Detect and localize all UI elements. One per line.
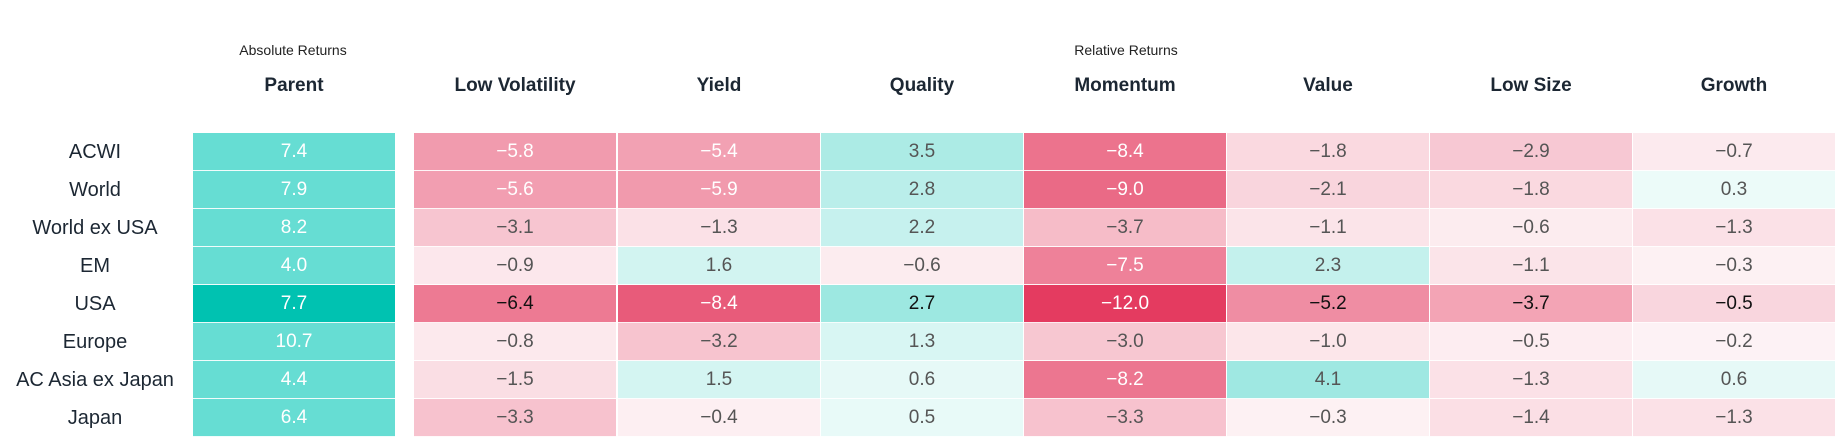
heatmap-cell: −0.6: [821, 247, 1023, 285]
heatmap-cell: 2.8: [821, 171, 1023, 209]
heatmap-cell: −12.0: [1024, 285, 1226, 323]
heatmap-cell: −5.9: [618, 171, 820, 209]
heatmap-cell: 0.6: [1633, 361, 1835, 399]
row-label-world: World: [69, 179, 121, 201]
heatmap-cell: 7.7: [193, 285, 395, 323]
column-header-growth: Growth: [1700, 75, 1768, 96]
heatmap-cell: 7.4: [193, 133, 395, 171]
column-header-momentum: Momentum: [1074, 75, 1176, 96]
heatmap-cell: −1.3: [618, 209, 820, 247]
heatmap-cell: −2.9: [1430, 133, 1632, 171]
heatmap-cell: −1.0: [1227, 323, 1429, 361]
row-label-japan: Japan: [67, 407, 123, 429]
heatmap-cell: −0.3: [1227, 399, 1429, 437]
column-header-low-volatility: Low Volatility: [454, 75, 576, 96]
heatmap-cell: 4.4: [193, 361, 395, 399]
heatmap-cell: −3.3: [1024, 399, 1226, 437]
column-header-yield: Yield: [696, 75, 742, 96]
heatmap-cell: 3.5: [821, 133, 1023, 171]
column-header-quality: Quality: [889, 75, 955, 96]
row-label-europe: Europe: [62, 331, 128, 353]
heatmap-cell: −1.5: [414, 361, 616, 399]
column-header-parent: Parent: [264, 75, 324, 96]
row-label-world-ex-usa: World ex USA: [32, 217, 158, 239]
heatmap-cell: −6.4: [414, 285, 616, 323]
row-label-em: EM: [80, 255, 110, 277]
heatmap-cell: −0.6: [1430, 209, 1632, 247]
heatmap-cell: −3.0: [1024, 323, 1226, 361]
heatmap-cell: −3.7: [1430, 285, 1632, 323]
heatmap-cell: 10.7: [193, 323, 395, 361]
heatmap-cell: 4.1: [1227, 361, 1429, 399]
heatmap-cell: −2.1: [1227, 171, 1429, 209]
row-label-usa: USA: [74, 293, 116, 315]
heatmap-cell: −3.3: [414, 399, 616, 437]
heatmap-cell: 1.3: [821, 323, 1023, 361]
heatmap-cell: 2.7: [821, 285, 1023, 323]
heatmap-cell: 6.4: [193, 399, 395, 437]
heatmap-cell: 0.6: [821, 361, 1023, 399]
heatmap-cell: −0.2: [1633, 323, 1835, 361]
relative-returns-label: Relative Returns: [1074, 42, 1178, 58]
heatmap-cell: −5.2: [1227, 285, 1429, 323]
column-header-value: Value: [1303, 75, 1353, 96]
heatmap-cell: −0.4: [618, 399, 820, 437]
heatmap-cell: −1.1: [1430, 247, 1632, 285]
heatmap-cell: −1.1: [1227, 209, 1429, 247]
heatmap-cell: −0.3: [1633, 247, 1835, 285]
column-header-low-size: Low Size: [1490, 75, 1572, 96]
heatmap-cell: 2.3: [1227, 247, 1429, 285]
heatmap-cell: −5.4: [618, 133, 820, 171]
heatmap-cell: −1.8: [1227, 133, 1429, 171]
heatmap-cell: −9.0: [1024, 171, 1226, 209]
heatmap-cell: −8.4: [618, 285, 820, 323]
heatmap-cell: −5.8: [414, 133, 616, 171]
heatmap-cell: −7.5: [1024, 247, 1226, 285]
absolute-returns-label: Absolute Returns: [239, 42, 347, 58]
heatmap-cell: 2.2: [821, 209, 1023, 247]
heatmap-cell: −1.4: [1430, 399, 1632, 437]
heatmap-cell: −0.7: [1633, 133, 1835, 171]
heatmap-cell: −1.8: [1430, 171, 1632, 209]
heatmap-cell: −1.3: [1633, 399, 1835, 437]
heatmap-cell: −5.6: [414, 171, 616, 209]
heatmap-cell: −8.4: [1024, 133, 1226, 171]
heatmap-cell: 0.3: [1633, 171, 1835, 209]
heatmap-cell: 0.5: [821, 399, 1023, 437]
heatmap-cell: 1.5: [618, 361, 820, 399]
heatmap-cell: −3.7: [1024, 209, 1226, 247]
heatmap-cell: −3.2: [618, 323, 820, 361]
heatmap-cell: −0.5: [1633, 285, 1835, 323]
heatmap-cell: 1.6: [618, 247, 820, 285]
row-label-ac-asia-ex-japan: AC Asia ex Japan: [16, 369, 174, 391]
heatmap-cell: −1.3: [1430, 361, 1632, 399]
heatmap-cell: 4.0: [193, 247, 395, 285]
heatmap-cell: −3.1: [414, 209, 616, 247]
heatmap-cell: −0.5: [1430, 323, 1632, 361]
heatmap-cell: −0.9: [414, 247, 616, 285]
heatmap-cell: −0.8: [414, 323, 616, 361]
heatmap-cell: 7.9: [193, 171, 395, 209]
row-label-acwi: ACWI: [68, 141, 122, 163]
heatmap-cell: 8.2: [193, 209, 395, 247]
heatmap-cell: −1.3: [1633, 209, 1835, 247]
heatmap-cell: −8.2: [1024, 361, 1226, 399]
